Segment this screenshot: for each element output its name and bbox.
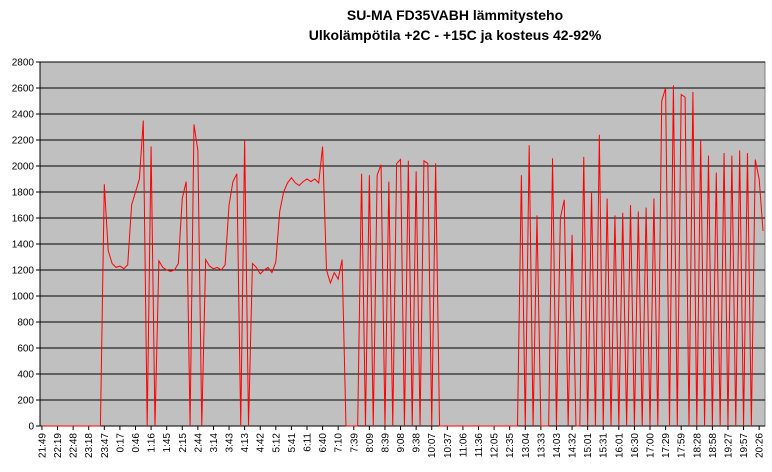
x-tick-label: 23:18 [84,433,95,458]
y-tick-label: 1400 [12,240,35,251]
x-tick-label: 8:39 [380,433,391,453]
x-tick-label: 15:01 [583,433,594,458]
y-tick-label: 1600 [12,214,35,225]
y-tick-label: 2200 [12,136,35,147]
y-tick-label: 1800 [12,188,35,199]
x-tick-label: 11:06 [458,433,469,458]
y-tick-label: 600 [17,344,34,355]
x-tick-label: 10:37 [443,433,454,458]
x-tick-label: 14:03 [552,433,563,458]
x-tick-label: 6:11 [303,433,314,452]
x-tick-label: 13:33 [536,433,547,458]
x-tick-label: 10:07 [427,433,438,458]
x-tick-label: 19:57 [739,433,750,458]
x-tick-label: 2:15 [178,433,189,453]
x-tick-label: 11:36 [474,433,485,458]
x-tick-label: 8:09 [365,433,376,453]
y-tick-label: 2400 [12,110,35,121]
x-tick-label: 18:58 [708,433,719,458]
x-tick-label: 21:49 [37,433,48,458]
x-tick-label: 16:30 [630,433,641,458]
y-tick-label: 400 [17,370,34,381]
x-tick-label: 18:28 [692,433,703,458]
x-tick-label: 17:29 [661,433,672,458]
x-tick-label: 0:46 [131,433,142,453]
x-tick-label: 17:59 [677,433,688,458]
x-tick-label: 16:01 [614,433,625,458]
x-tick-label: 0:17 [115,433,126,453]
x-tick-label: 13:04 [521,433,532,458]
x-tick-label: 3:43 [225,433,236,453]
x-tick-label: 23:47 [100,433,111,458]
x-tick-label: 5:12 [271,433,282,453]
x-tick-label: 4:42 [256,433,267,453]
x-tick-label: 6:40 [318,433,329,453]
x-tick-label: 9:08 [396,433,407,453]
y-tick-label: 800 [17,318,34,329]
x-tick-label: 3:14 [209,433,220,453]
x-tick-label: 22:48 [69,433,80,458]
chart-title: SU-MA FD35VABH lämmitysteho [347,7,563,23]
x-tick-label: 17:00 [646,433,657,458]
y-tick-label: 1000 [12,292,35,303]
x-tick-label: 1:45 [162,433,173,453]
x-tick-label: 7:10 [334,433,345,453]
x-tick-label: 5:41 [287,433,298,453]
x-tick-label: 4:13 [240,433,251,453]
data-line [41,85,764,427]
x-tick-label: 14:32 [568,433,579,458]
y-tick-label: 1200 [12,266,35,277]
y-tick-label: 0 [28,422,34,433]
chart-subtitle: Ulkolämpötila +2C - +15C ja kosteus 42-9… [309,27,602,43]
x-tick-label: 2:44 [193,433,204,453]
x-tick-label: 1:16 [147,433,158,453]
y-tick-label: 2600 [12,84,35,95]
x-tick-label: 19:27 [723,433,734,458]
y-tick-label: 2000 [12,162,35,173]
y-tick-label: 2800 [12,58,35,69]
x-tick-label: 20:26 [755,433,766,458]
x-tick-label: 15:31 [599,433,610,458]
x-tick-label: 9:38 [412,433,423,453]
x-tick-label: 12:05 [490,433,501,458]
x-tick-label: 12:35 [505,433,516,458]
y-tick-label: 200 [17,396,34,407]
x-tick-label: 7:39 [349,433,360,453]
x-tick-label: 22:19 [53,433,64,458]
